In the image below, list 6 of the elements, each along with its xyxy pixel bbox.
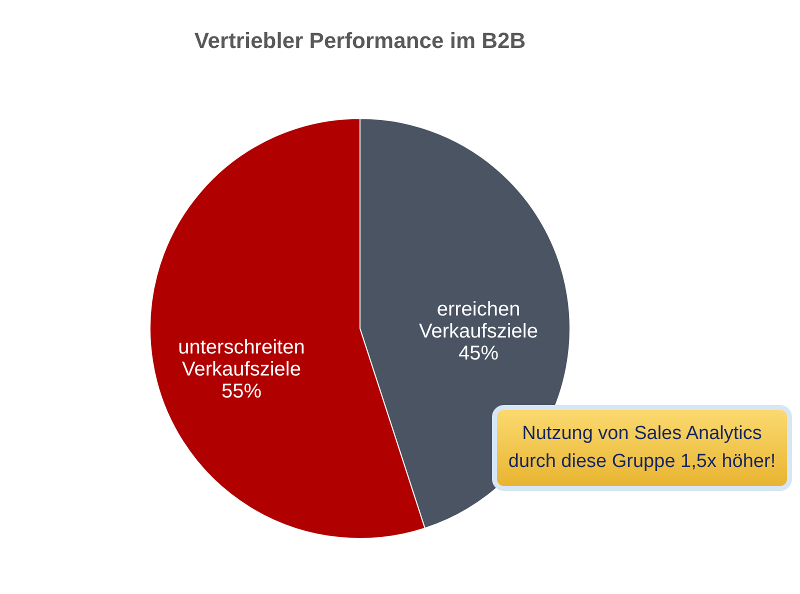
data-label: 55%: [221, 380, 262, 402]
slice-label: unterschreiten Verkaufsziele: [178, 336, 305, 380]
chart-title: Vertriebler Performance im B2B: [194, 28, 526, 53]
text: Nutzung von Sales Analytics durch diese Gruppe 1,5x höher!: [492, 405, 792, 491]
data-label: 45%: [458, 342, 499, 365]
slice-label: erreichen Verkaufsziele: [419, 298, 538, 343]
